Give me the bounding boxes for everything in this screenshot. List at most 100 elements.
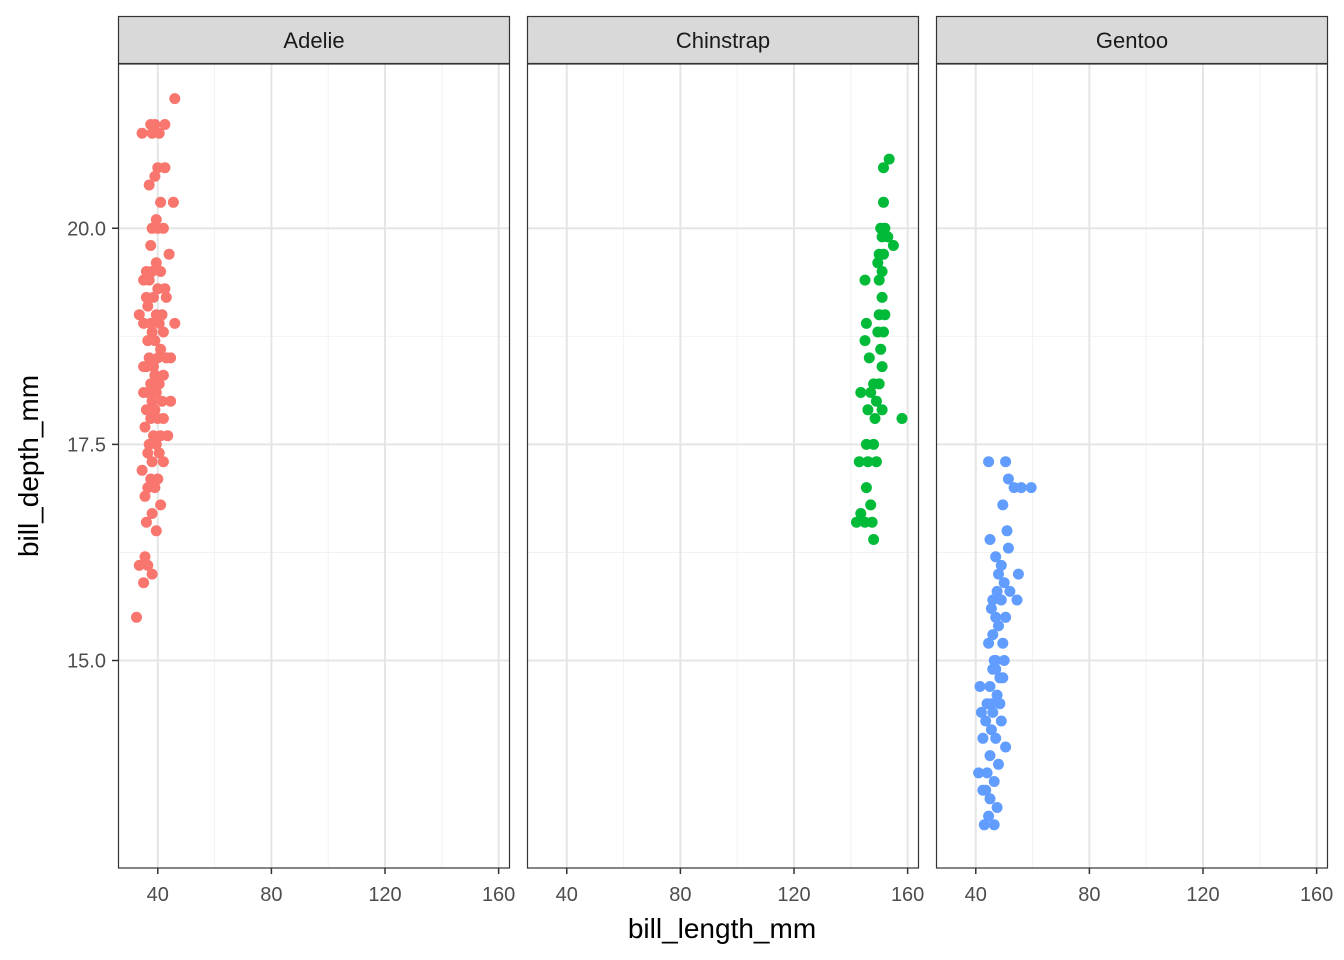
- data-point: [169, 93, 181, 105]
- data-point: [152, 473, 164, 485]
- data-point: [149, 335, 161, 347]
- data-point: [870, 395, 882, 407]
- data-point: [146, 508, 158, 519]
- data-point: [984, 681, 996, 692]
- data-point: [991, 585, 1003, 597]
- data-point: [984, 750, 996, 762]
- x-tick-label: 160: [1300, 884, 1333, 906]
- data-point: [1025, 482, 1037, 494]
- x-tick-label: 40: [965, 884, 987, 906]
- data-point: [149, 369, 161, 381]
- data-point: [990, 732, 1002, 744]
- y-tick-label: 15.0: [67, 651, 106, 673]
- data-point: [159, 283, 171, 295]
- data-point: [869, 413, 881, 424]
- data-point: [150, 525, 162, 537]
- data-point: [991, 689, 1003, 701]
- data-point: [985, 724, 997, 736]
- data-point: [993, 758, 1004, 770]
- panel-background: [118, 64, 510, 868]
- data-point: [155, 196, 167, 208]
- data-point: [139, 490, 151, 502]
- data-point: [988, 776, 1000, 787]
- data-point: [977, 732, 989, 744]
- y-tick-label: 17.5: [67, 434, 106, 456]
- data-point: [997, 499, 1009, 511]
- strip-label: Chinstrap: [676, 28, 770, 53]
- data-point: [1012, 568, 1024, 580]
- data-point: [138, 577, 150, 589]
- data-point: [879, 222, 891, 234]
- data-point: [876, 361, 888, 373]
- data-point: [977, 784, 989, 796]
- data-point: [149, 119, 161, 130]
- data-point: [860, 482, 872, 494]
- x-tick-label: 120: [777, 884, 810, 906]
- panel-background: [527, 64, 919, 868]
- data-point: [878, 248, 889, 260]
- data-point: [155, 266, 167, 277]
- data-point: [150, 214, 162, 226]
- y-axis-title: bill_depth_mm: [13, 375, 44, 557]
- data-point: [149, 404, 161, 416]
- data-point: [148, 291, 159, 303]
- x-tick-label: 80: [260, 884, 282, 906]
- data-point: [152, 352, 164, 364]
- data-point: [987, 706, 999, 718]
- data-point: [1001, 525, 1013, 537]
- data-point: [872, 326, 884, 338]
- strip-background: [117, 15, 511, 65]
- data-point: [876, 404, 888, 416]
- data-point: [155, 343, 167, 355]
- data-point: [896, 413, 908, 424]
- data-point: [169, 317, 181, 329]
- data-point: [1002, 473, 1014, 485]
- data-point: [140, 404, 152, 416]
- data-point: [146, 568, 158, 580]
- data-point: [865, 499, 877, 511]
- data-point: [980, 715, 992, 727]
- data-point: [990, 611, 1002, 623]
- data-point: [138, 317, 150, 329]
- data-point: [860, 317, 872, 329]
- data-point: [1004, 585, 1016, 597]
- data-point: [149, 170, 161, 182]
- data-point: [875, 343, 887, 355]
- x-tick-label: 80: [669, 884, 691, 906]
- facet-panel-chinstrap: Chinstrap 40 80 120 160: [526, 15, 924, 906]
- data-point: [998, 577, 1010, 589]
- data-point: [868, 534, 880, 545]
- data-point: [855, 508, 867, 519]
- data-point: [1011, 594, 1023, 606]
- data-point: [990, 663, 1002, 675]
- data-point: [868, 438, 880, 450]
- data-point: [1002, 542, 1014, 554]
- data-point: [157, 456, 169, 468]
- data-point: [995, 559, 1007, 571]
- data-point: [131, 611, 142, 623]
- data-point: [153, 317, 165, 329]
- data-point: [160, 291, 172, 303]
- data-point: [146, 266, 158, 277]
- data-point: [863, 352, 875, 364]
- data-point: [995, 715, 1007, 727]
- data-point: [133, 309, 145, 321]
- data-point: [142, 300, 154, 312]
- data-point: [149, 482, 161, 494]
- data-point: [853, 456, 865, 468]
- data-point: [974, 681, 986, 692]
- data-point: [136, 464, 148, 476]
- data-point: [859, 335, 871, 347]
- data-point: [143, 274, 155, 286]
- panel-background: [936, 64, 1328, 868]
- data-point: [150, 438, 162, 450]
- data-point: [983, 637, 995, 649]
- data-point: [155, 499, 167, 511]
- data-point: [887, 240, 899, 251]
- data-point: [153, 378, 165, 390]
- y-tick-label: 20.0: [67, 218, 106, 240]
- data-point: [872, 257, 884, 269]
- data-point: [883, 153, 895, 165]
- data-point: [993, 568, 1004, 580]
- data-point: [136, 127, 148, 139]
